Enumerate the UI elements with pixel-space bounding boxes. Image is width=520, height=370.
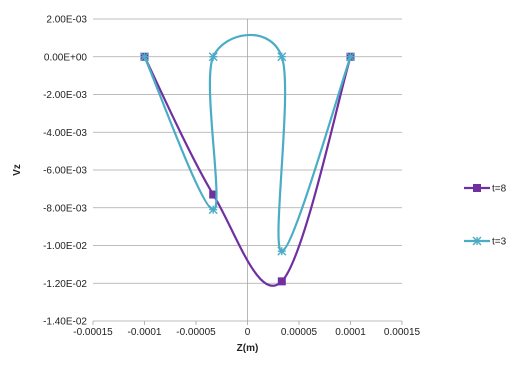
y-tick-label: -6.00E-03 [43, 166, 87, 177]
legend-label: t=8 [492, 184, 507, 195]
legend-item: t=3 [464, 237, 507, 248]
y-tick-label: -4.00E-03 [43, 128, 87, 139]
data-point [346, 52, 355, 62]
y-tick-label: -1.40E-02 [43, 317, 87, 328]
legend: t=8 t=3 [464, 184, 507, 248]
x-tick-label: -0.0001 [128, 327, 162, 338]
x-tick-label: 0.0001 [335, 327, 366, 338]
data-point [277, 52, 287, 62]
data-point [140, 52, 149, 62]
x-tick-label: -0.00005 [176, 327, 216, 338]
data-point [277, 277, 286, 286]
data-point [209, 190, 218, 199]
x-axis-title: Z(m) [237, 343, 259, 354]
y-tick-label: -2.00E-03 [43, 90, 87, 101]
label-layer: Z(m) Vz [12, 164, 258, 354]
data-point [208, 52, 218, 62]
data-point [277, 246, 287, 256]
y-tick-label: 0.00E+00 [44, 52, 88, 63]
data-point [208, 205, 218, 215]
legend-marker [472, 236, 482, 246]
y-tick-label: 2.00E-03 [46, 15, 87, 26]
axis-layer: 2.00E-03 0.00E+00 -2.00E-03 -4.00E-03 -6.00E… [43, 15, 420, 339]
series-layer [140, 33, 355, 287]
x-tick-label: 0 [245, 327, 251, 338]
y-tick-label: -8.00E-03 [43, 203, 87, 214]
legend-label: t=3 [492, 237, 507, 248]
series-line-2 [143, 33, 352, 253]
legend-marker [473, 184, 481, 192]
series-line-1 [143, 56, 352, 287]
y-tick-label: -1.00E-02 [43, 241, 87, 252]
legend-item: t=8 [464, 184, 507, 195]
y-axis-title: Vz [12, 164, 23, 176]
x-tick-label: 0.00015 [384, 327, 421, 338]
x-tick-label: 0.00005 [281, 327, 318, 338]
x-tick-label: -0.00015 [73, 327, 113, 338]
y-tick-label: -1.20E-02 [43, 279, 87, 290]
